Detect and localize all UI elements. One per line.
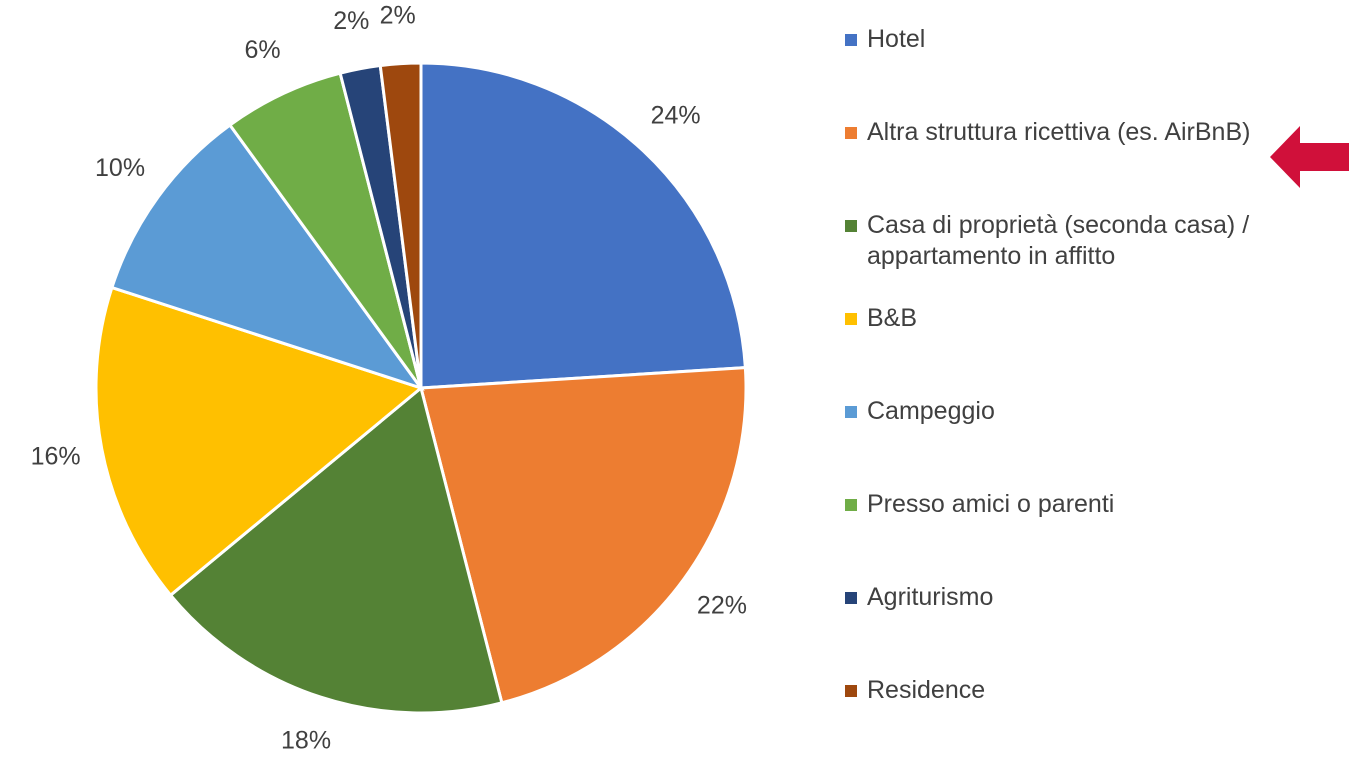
legend-swatch [845,127,857,139]
pie-slice [227,71,423,389]
legend-item: Hotel [845,24,1285,117]
legend-label: Residence [867,676,986,704]
data-label: 24% [651,101,701,129]
legend-swatch [845,34,857,46]
legend-item: Campeggio [845,396,1285,489]
legend-label: Hotel [867,25,926,53]
pie-slice [168,385,504,715]
legend-item: Casa di proprietà (seconda casa) / appar… [845,210,1285,303]
data-label: 2% [333,7,369,35]
legend-label: Agriturismo [867,583,994,611]
legend-swatch [845,406,857,418]
legend: Hotel Altra struttura ricettiva (es. AirB… [845,24,1285,768]
legend-swatch [845,499,857,511]
legend-swatch [845,685,857,697]
legend-swatch [845,592,857,604]
pie-slice [378,61,423,389]
legend-item: B&B [845,303,1285,396]
pie-slice [419,61,747,390]
pie-slice [419,366,748,705]
legend-label: Presso amici o parenti [867,490,1115,518]
pie-slice [94,285,425,598]
data-label: 22% [697,591,747,619]
data-label: 6% [245,36,281,64]
legend-label: Altra struttura ricettiva (es. AirBnB) [867,118,1251,146]
data-label: 18% [281,726,331,754]
data-label: 10% [95,154,145,182]
legend-swatch [845,313,857,325]
data-label: 2% [380,1,416,29]
legend-label: Casa di proprietà (seconda casa) / appar… [867,211,1250,270]
legend-swatch [845,220,857,232]
pie-slice [110,122,425,391]
legend-item: Residence [845,675,1285,768]
legend-item: Presso amici o parenti [845,489,1285,582]
legend-item: Altra struttura ricettiva (es. AirBnB) [845,117,1285,210]
legend-label: Campeggio [867,397,995,425]
legend-label: B&B [867,304,918,332]
arrow [1270,126,1349,188]
data-label: 16% [31,442,81,470]
legend-item: Agriturismo [845,582,1285,675]
